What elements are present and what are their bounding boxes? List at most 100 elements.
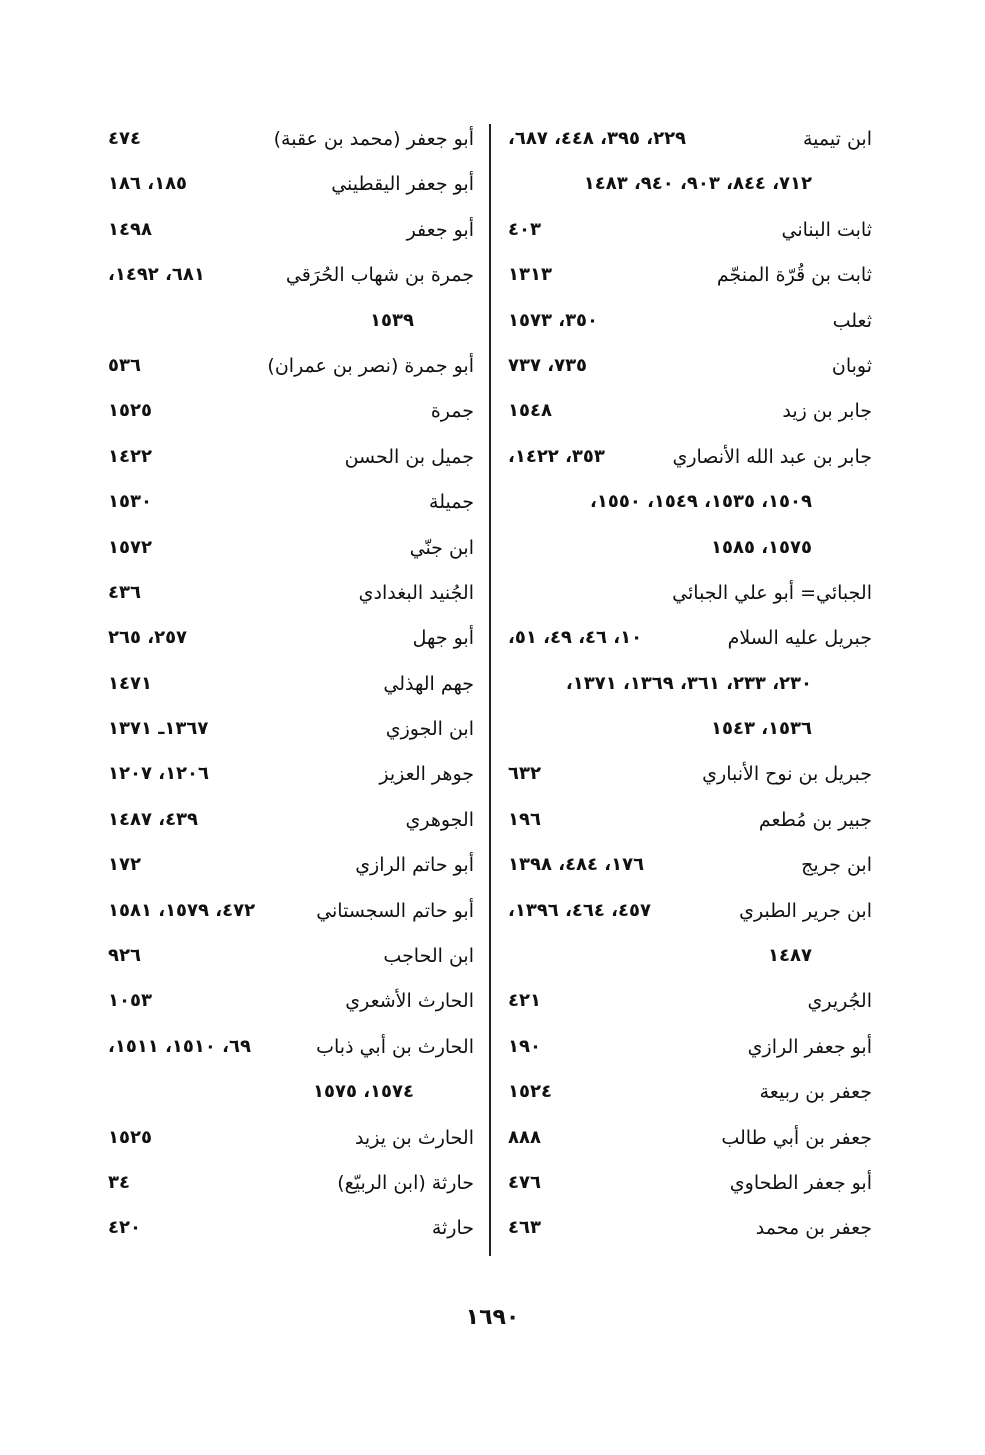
entry-pages: ١٧٦، ٤٨٤، ١٣٩٨ [508,854,645,876]
entry-pages: ٤٥٧، ٤٦٤، ١٣٩٦، [508,899,651,921]
entry-name: ابن الحاجب [383,945,474,968]
entry-name: جبريل بن نوح الأنباري [702,763,872,786]
entry-name: جعفر بن أبي طالب [721,1126,872,1149]
index-entry: ثعلب ٣٥٠، ١٥٧٣ [500,304,872,349]
index-entry: جوهر العزيز ١٢٠٦، ١٢٠٧ [100,757,474,802]
entry-name: ثابت بن قُرّة المنجّم [716,264,872,287]
index-entry: أبو جعفر اليقطيني ١٨٥، ١٨٦ [100,167,474,212]
entry-pages: ٦٨١، ١٤٩٢، [108,264,205,286]
index-entry: جمرة بن شهاب الحُرَقي ٦٨١، ١٤٩٢، [100,258,474,303]
entry-pages: ٤٧٤ [108,128,141,149]
index-entry: أبو جهل ٢٥٧، ٢٦٥ [100,621,474,666]
index-entry: جعفر بن محمد ٤٦٣ [500,1211,872,1256]
entry-pages: ٤٧٦ [508,1171,541,1193]
index-entry: جبريل بن نوح الأنباري ٦٣٢ [500,757,872,802]
entry-pages: ٣٤ [108,1171,130,1193]
index-entry: جمرة ١٥٢٥ [100,394,474,439]
index-entry: جعفر بن ربيعة ١٥٢٤ [500,1075,872,1120]
index-entry: جبير بن مُطعم ١٩٦ [500,803,872,848]
entry-pages: ٨٨٨ [508,1126,541,1148]
index-entry: حارثة ٤٢٠ [100,1211,474,1256]
entry-name: حارثة (ابن الربيّع) [337,1171,474,1194]
index-entry: ابن جرير الطبري ٤٥٧، ٤٦٤، ١٣٩٦، [500,894,872,939]
index-entry: ابن تيمية ٢٢٩، ٣٩٥، ٤٤٨، ٦٨٧، [500,122,872,167]
index-entry: جابر بن عبد الله الأنصاري ٣٥٣، ١٤٢٢، [500,440,872,485]
entry-name: جميلة [429,491,474,514]
index-entry: أبو جعفر ١٤٩٨ [100,213,474,258]
entry-pages: ١٥٤٨ [508,400,552,422]
entry-name: أبو جعفر الرازي [747,1035,872,1058]
index-entry: ابن جريج ١٧٦، ٤٨٤، ١٣٩٨ [500,848,872,893]
entry-pages: ٢٢٩، ٣٩٥، ٤٤٨، ٦٨٧، [508,128,687,149]
entry-pages: ١٥٢٥ [108,400,152,422]
entry-name: الحارث بن يزيد [354,1126,474,1149]
entry-pages: ١٤٧١ [108,672,152,694]
index-entry: ابن الحاجب ٩٢٦ [100,939,474,984]
index-entry: جبريل عليه السلام ١٠، ٤٦، ٤٩، ٥١، [500,621,872,666]
index-entry: الحارث الأشعري ١٠٥٣ [100,984,474,1029]
entry-name: الحارث بن أبي ذباب [316,1035,474,1058]
index-entry: ثوبان ٧٣٥، ٧٣٧ [500,349,872,394]
entry-pages: ٢٣٠، ٢٣٣، ٣٦١، ١٣٦٩، ١٣٧١، [565,672,812,694]
entry-pages: ١٤٨٧ [768,945,812,967]
index-entry: الحارث بن يزيد ١٥٢٥ [100,1121,474,1166]
entry-pages: ١٤٢٢ [108,445,152,467]
entry-pages: ١٢٠٦، ١٢٠٧ [108,763,210,785]
entry-pages: ١٥٣٩ [370,309,414,331]
entry-pages: ١٥٣٠ [108,491,152,513]
entry-name: الحارث الأشعري [345,990,474,1013]
entry-name: ابن جرير الطبري [739,899,872,922]
entry-name: جابر بن زيد [782,400,872,423]
entry-name: جابر بن عبد الله الأنصاري [672,445,872,468]
entry-name: أبو جعفر الطحاوي [729,1171,872,1194]
entry-pages: ٤٢٠ [108,1217,141,1239]
entry-pages: ٧٣٥، ٧٣٧ [508,354,588,376]
index-entry: الجبائي= أبو علي الجبائي [500,576,872,621]
index-entry: أبو جعفر الطحاوي ٤٧٦ [500,1166,872,1211]
entry-pages: ٣٥٠، ١٥٧٣ [508,309,599,331]
entry-name: ثابت البناني [781,218,872,241]
entry-pages: ١٨٥، ١٨٦ [108,173,188,195]
index-entry: الجُريري ٤٢١ [500,984,872,1029]
entry-name: ابن تيمية [803,128,872,150]
entry-name: جعفر بن محمد [755,1217,872,1240]
index-column-left: أبو جعفر (محمد بن عقبة) ٤٧٤ أبو جعفر اليقط… [100,122,474,1257]
entry-name: ابن الجوزي [385,718,474,741]
entry-name: جمرة بن شهاب الحُرَقي [285,264,474,287]
index-entry: أبو حاتم السجستاني ٤٧٢، ١٥٧٩، ١٥٨١ [100,894,474,939]
index-entry: ابن الجوزي ١٣٦٧ـ ١٣٧١ [100,712,474,757]
entry-name: جعفر بن ربيعة [759,1081,872,1104]
entry-name: أبو جعفر [406,218,474,241]
entry-name: أبو جهل [412,627,474,650]
entry-name: أبو حاتم الرازي [355,854,474,877]
index-entry-continuation: ١٥٣٩ [100,304,474,349]
entry-pages: ٣٥٣، ١٤٢٢، [508,445,605,467]
entry-name: أبو حاتم السجستاني [316,899,474,922]
entry-pages: ١٥٧٤، ١٥٧٥ [312,1081,414,1103]
index-entry: جابر بن زيد ١٥٤٨ [500,394,872,439]
entry-name: حارثة [431,1217,474,1240]
entry-pages: ٤٢١ [508,990,541,1012]
entry-name: ثوبان [831,354,872,377]
entry-pages: ٦٣٢ [508,763,541,785]
index-entry-continuation: ٢٣٠، ٢٣٣، ٣٦١، ١٣٦٩، ١٣٧١، [500,667,872,712]
entry-name: ابن جريج [801,854,872,877]
entry-pages: ٤٣٩، ١٤٨٧ [108,808,199,830]
entry-pages: ٤٧٢، ١٥٧٩، ١٥٨١ [108,899,256,921]
entry-pages: ٤٠٣ [508,218,541,240]
entry-name: الجُنيد البغدادي [358,581,474,604]
entry-name: جوهر العزيز [379,763,474,786]
entry-pages: ١٩٠ [508,1035,541,1057]
index-entry: أبو جمرة (نصر بن عمران) ٥٣٦ [100,349,474,394]
index-entry: حارثة (ابن الربيّع) ٣٤ [100,1166,474,1211]
entry-pages: ١٧٢ [108,854,141,876]
entry-name: جميل بن الحسن [344,445,474,468]
index-entry-continuation: ١٥٧٤، ١٥٧٥ [100,1075,474,1120]
entry-name: الجُريري [807,990,872,1013]
column-divider [489,124,491,1256]
index-entry: الحارث بن أبي ذباب ٦٩، ١٥١٠، ١٥١١، [100,1030,474,1075]
index-entry: جميلة ١٥٣٠ [100,485,474,530]
entry-pages: ٩٢٦ [108,945,141,967]
entry-name: الجوهري [405,808,474,831]
entry-pages: ٧١٢، ٨٤٤، ٩٠٣، ٩٤٠، ١٤٨٣ [583,173,812,195]
